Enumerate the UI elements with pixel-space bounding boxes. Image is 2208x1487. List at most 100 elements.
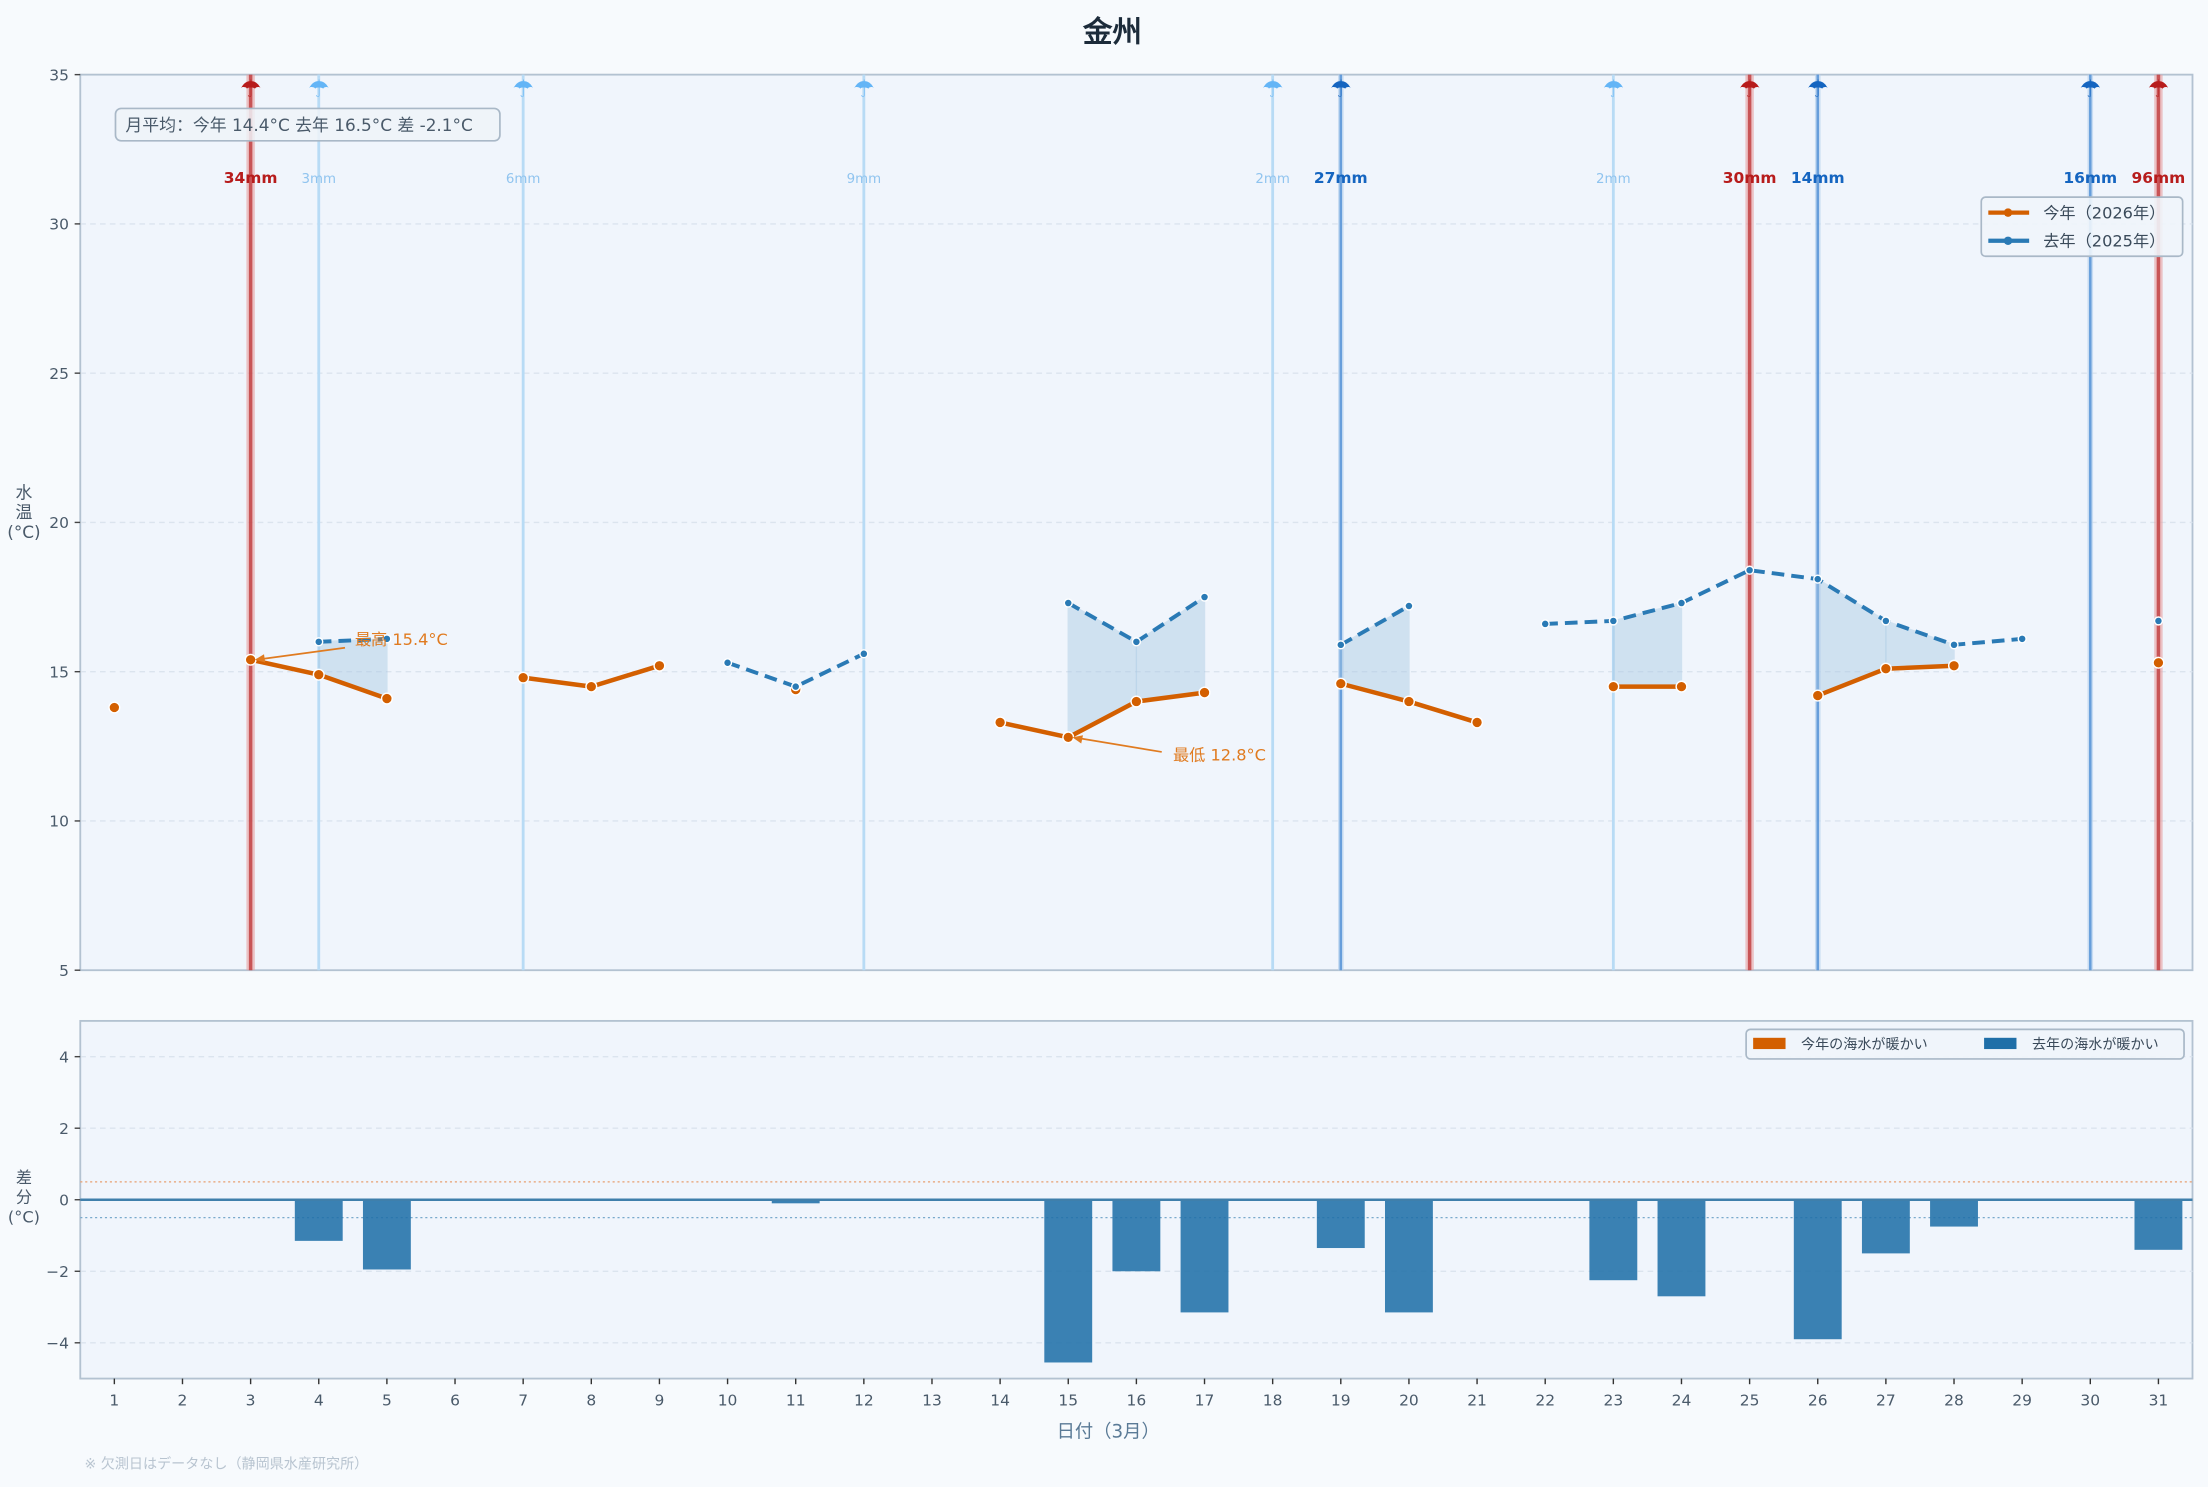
rain-amount-label: 30mm [1723,169,1777,187]
data-point-this-year [108,701,121,714]
x-tick-label: 25 [1740,1391,1760,1409]
data-point-last-year [1404,601,1414,611]
x-tick-label: 1 [109,1391,119,1409]
rain-amount-label: 6mm [506,172,541,187]
difference-bar [1180,1199,1229,1313]
difference-bar [1112,1199,1161,1272]
x-tick-label: 19 [1331,1391,1351,1409]
data-point-this-year [1402,695,1415,708]
legend-label: 去年の海水が暖かい [2032,1037,2159,1053]
legend-label: 今年（2026年） [2043,203,2165,222]
annotation-label: 最低 12.8°C [1173,745,1266,764]
data-point-this-year [1130,695,1143,708]
x-tick-label: 20 [1399,1391,1419,1409]
umbrella-icon: ☂ [1262,75,1283,103]
data-point-last-year [859,649,869,659]
difference-bar [1793,1199,1842,1340]
data-point-last-year [1199,592,1210,602]
umbrella-icon: ☂ [240,75,261,103]
data-point-last-year [1813,574,1823,584]
series-line-last-year [1339,604,1410,647]
upper-y-axis-label: 水温(°C) [7,482,40,541]
x-tick-label: 10 [718,1391,738,1409]
chart-title: 金州 [1082,15,1142,49]
data-point-last-year [1540,619,1550,629]
rain-amount-label: 3mm [301,172,336,187]
data-point-this-year [653,659,666,672]
data-point-this-year [1811,689,1824,702]
y-tick-label: 0 [59,1191,69,1209]
annotation-arrow [256,646,346,661]
data-point-this-year [312,668,325,681]
data-point-last-year [1063,598,1073,608]
difference-bar [1316,1199,1365,1249]
series-line-last-year [318,636,387,644]
x-tick-label: 4 [314,1391,324,1409]
rain-amount-label: 2mm [1596,172,1631,187]
y-tick-label: −2 [46,1263,69,1281]
data-point-this-year [2152,656,2165,669]
annotation-label: 最高 15.4°C [355,630,448,649]
umbrella-icon: ☂ [308,75,329,103]
x-tick-label: 29 [2012,1391,2032,1409]
x-tick-label: 17 [1195,1391,1215,1409]
difference-bar [1861,1199,1910,1254]
data-point-this-year [517,671,530,684]
x-tick-label: 30 [2080,1391,2100,1409]
legend-label: 去年（2025年） [2043,231,2165,250]
umbrella-icon: ☂ [2080,75,2101,103]
data-point-this-year [1947,659,1961,672]
legend-box [1745,1028,2185,1060]
data-point-this-year [1471,716,1484,729]
data-point-this-year [1879,662,1892,675]
data-point-last-year [382,634,392,644]
x-axis-label: 日付（3月） [1057,1422,1160,1443]
y-tick-label: 2 [59,1120,69,1138]
legend-swatch [1753,1037,1786,1050]
legend-marker [2003,208,2013,217]
data-point-last-year [722,658,733,668]
x-tick-label: 31 [2149,1391,2169,1409]
x-tick-label: 13 [922,1391,942,1409]
umbrella-icon: ☂ [512,75,533,103]
x-tick-label: 26 [1808,1391,1828,1409]
x-tick-label: 8 [586,1391,596,1409]
x-tick-label: 16 [1127,1391,1147,1409]
y-tick-label: 35 [49,66,69,84]
rain-amount-label: 2mm [1255,172,1290,187]
umbrella-icon: ☂ [1330,75,1351,103]
lower-y-axis-label: 差分(°C) [8,1168,40,1226]
annotation-arrowhead [254,654,266,663]
y-tick-label: 30 [49,216,69,234]
data-point-this-year [1198,686,1211,699]
series-line-last-year [1545,568,2023,647]
data-point-this-year [1607,680,1620,693]
x-tick-label: 28 [1944,1391,1964,1409]
y-tick-label: −4 [46,1334,69,1352]
rain-amount-label: 16mm [2063,169,2117,187]
umbrella-icon: ☂ [1807,75,1828,103]
data-point-this-year [1675,680,1688,693]
x-tick-label: 21 [1467,1391,1487,1409]
data-point-this-year [994,716,1007,729]
y-tick-label: 10 [49,813,69,831]
difference-bar [362,1199,411,1270]
legend-label: 今年の海水が暖かい [1801,1037,1928,1053]
x-tick-label: 5 [382,1391,392,1409]
data-point-this-year [244,653,257,666]
y-tick-label: 20 [49,514,69,532]
x-tick-label: 7 [518,1391,528,1409]
data-point-this-year [1062,731,1075,744]
umbrella-icon: ☂ [2148,75,2169,103]
x-tick-label: 27 [1876,1391,1896,1409]
x-tick-label: 14 [990,1391,1010,1409]
rain-amount-label: 14mm [1791,169,1845,187]
annotation-arrowhead [1072,735,1083,744]
footer-note: ※ 欠測日はデータなし（静岡県水産研究所） [85,1456,369,1473]
y-tick-label: 15 [49,663,69,681]
legend-swatch [1984,1037,2017,1050]
x-tick-label: 18 [1263,1391,1283,1409]
x-tick-label: 12 [854,1391,874,1409]
difference-bar [1657,1199,1706,1297]
x-tick-label: 15 [1058,1391,1078,1409]
